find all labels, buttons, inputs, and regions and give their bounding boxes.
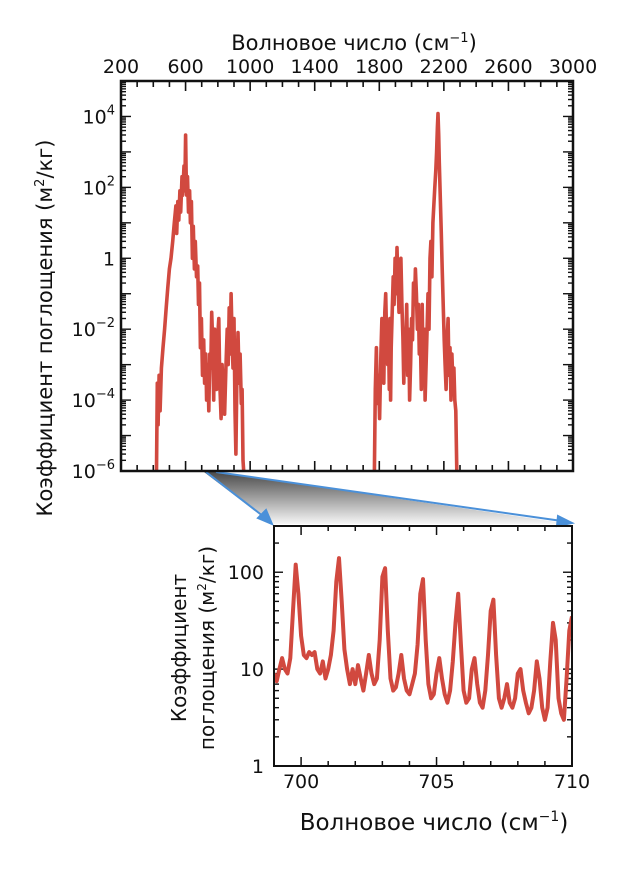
y-tick-label: 10−2: [72, 316, 115, 341]
top-y-axis-label: Коэффициент поглощения (м2/кг): [33, 140, 57, 517]
x-tick-label: 3000: [549, 56, 597, 78]
inset-y-tick-label: 10: [240, 659, 264, 681]
top-axis-ticks: 200 600 1000 1400 1800 2200 2600 3000 104 102 1 10−…: [72, 56, 598, 483]
y-tick-label: 10−6: [72, 458, 115, 483]
inset-y-tick-label: 1: [252, 756, 264, 778]
y-tick-label: 104: [83, 103, 115, 128]
y-tick-label: 102: [83, 174, 115, 199]
x-tick-label: 2600: [484, 56, 532, 78]
x-tick-label: 1400: [291, 56, 339, 78]
spectrum-line-segment-1: [372, 111, 459, 471]
inset-y-axis-label: Коэффициент: [167, 574, 191, 723]
zoom-arrows: [205, 471, 576, 528]
top-series: [154, 111, 459, 471]
x-tick-label: 1800: [355, 56, 403, 78]
top-plot-frame: [119, 79, 575, 473]
x-tick-label: 600: [167, 56, 203, 78]
spectrum-line-segment-0: [154, 133, 246, 471]
inset-spectrum-line: [274, 556, 572, 722]
inset-series: [274, 556, 572, 722]
x-tick-label: 1000: [226, 56, 274, 78]
inset-y-tick-label: 100: [228, 562, 264, 584]
y-tick-label: 1: [103, 248, 115, 270]
inset-plot-frame: [273, 525, 573, 767]
x-tick-label: 2200: [420, 56, 468, 78]
inset-x-tick-label: 705: [418, 771, 454, 793]
main-chart: Волновое число (см−1) Коэффициент поглощ…: [33, 31, 597, 516]
y-tick-label: 10−4: [72, 387, 115, 412]
inset-x-tick-label: 700: [283, 771, 319, 793]
inset-x-tick-label: 710: [554, 771, 590, 793]
inset-x-axis-label: Волновое число (см−1): [300, 809, 569, 836]
top-x-axis-label: Волновое число (см−1): [231, 31, 477, 55]
x-tick-label: 200: [103, 56, 139, 78]
zoom-connector: [204, 472, 570, 524]
inset-y-axis-label-line2: поглощения (м2/кг): [195, 546, 219, 750]
inset-chart: Волновое число (см−1) Коэффициент поглощ…: [167, 525, 590, 836]
